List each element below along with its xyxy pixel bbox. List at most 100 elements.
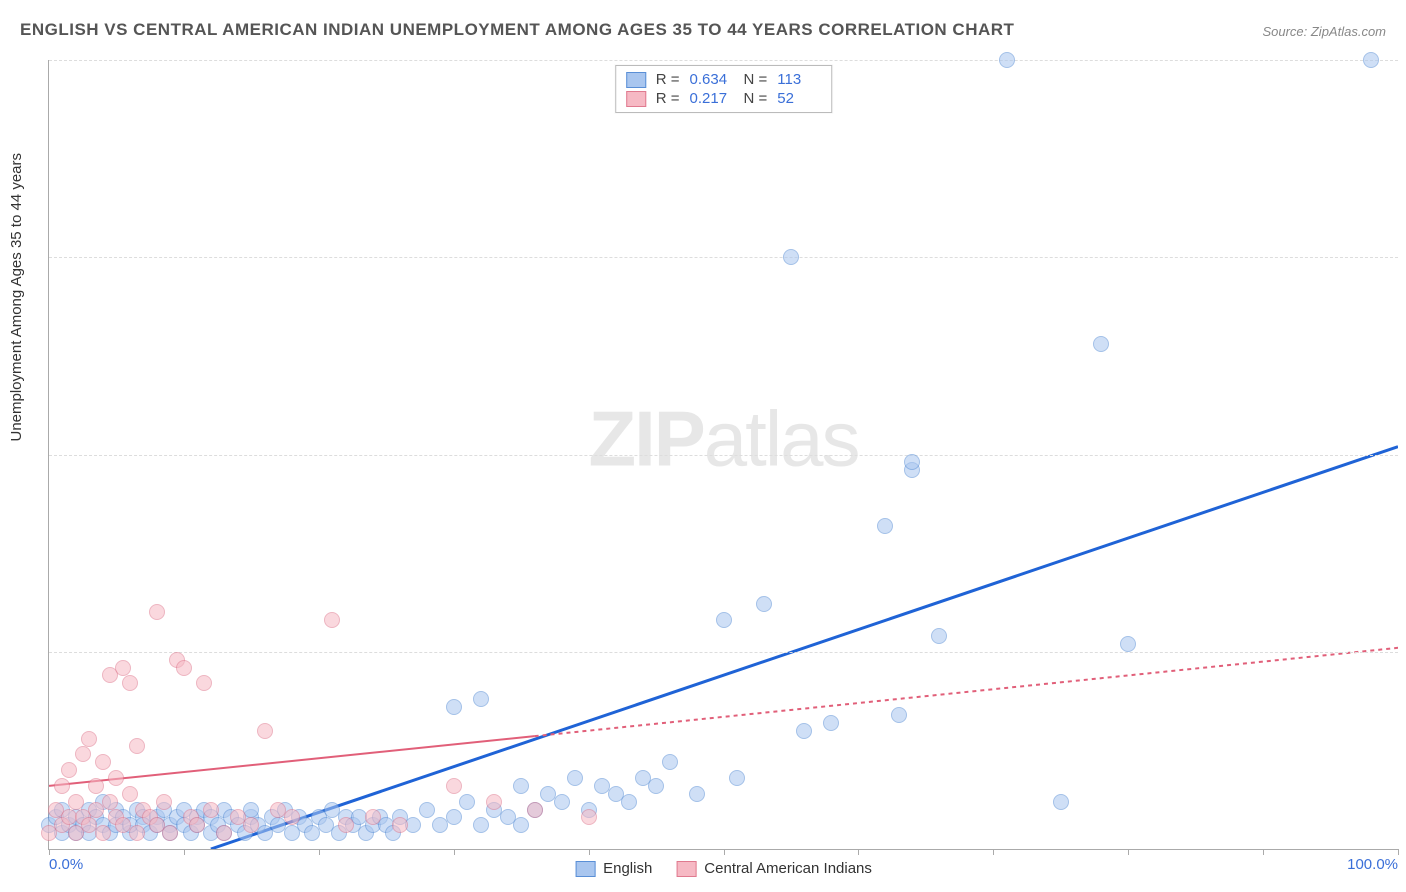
data-point	[176, 660, 192, 676]
r-value-cai: 0.217	[690, 90, 734, 107]
x-tick	[1398, 849, 1399, 855]
data-point	[129, 825, 145, 841]
r-label: R =	[656, 71, 680, 88]
data-point	[513, 817, 529, 833]
data-point	[1120, 636, 1136, 652]
data-point	[473, 691, 489, 707]
data-point	[662, 754, 678, 770]
data-point	[243, 817, 259, 833]
data-point	[486, 794, 502, 810]
data-point	[122, 786, 138, 802]
y-axis-label: Unemployment Among Ages 35 to 44 years	[8, 153, 25, 442]
grid-line	[49, 652, 1398, 653]
data-point	[102, 794, 118, 810]
data-point	[877, 518, 893, 534]
data-point	[446, 778, 462, 794]
x-tick	[1128, 849, 1129, 855]
data-point	[108, 770, 124, 786]
data-point	[554, 794, 570, 810]
data-point	[756, 596, 772, 612]
data-point	[823, 715, 839, 731]
r-value-english: 0.634	[690, 71, 734, 88]
series-legend: English Central American Indians	[575, 860, 872, 877]
data-point	[88, 778, 104, 794]
watermark-zip: ZIP	[588, 394, 703, 482]
data-point	[392, 817, 408, 833]
data-point	[68, 794, 84, 810]
data-point	[61, 762, 77, 778]
watermark-atlas: atlas	[704, 394, 859, 482]
data-point	[149, 604, 165, 620]
legend-row-cai: R = 0.217 N = 52	[626, 89, 822, 108]
x-tick	[319, 849, 320, 855]
data-point	[1093, 336, 1109, 352]
source-attribution: Source: ZipAtlas.com	[1262, 24, 1386, 39]
data-point	[446, 699, 462, 715]
data-point	[891, 707, 907, 723]
data-point	[129, 738, 145, 754]
n-value-english: 113	[777, 71, 821, 88]
swatch-cai	[676, 861, 696, 877]
x-tick	[589, 849, 590, 855]
swatch-cai	[626, 91, 646, 107]
grid-line	[49, 257, 1398, 258]
n-label: N =	[744, 90, 768, 107]
data-point	[1363, 52, 1379, 68]
plot-area: ZIPatlas R = 0.634 N = 113 R = 0.217 N =…	[48, 60, 1398, 850]
data-point	[95, 825, 111, 841]
data-point	[284, 809, 300, 825]
data-point	[156, 794, 172, 810]
data-point	[216, 825, 232, 841]
n-label: N =	[744, 71, 768, 88]
correlation-legend: R = 0.634 N = 113 R = 0.217 N = 52	[615, 65, 833, 113]
data-point	[581, 809, 597, 825]
swatch-english	[626, 72, 646, 88]
data-point	[527, 802, 543, 818]
x-tick	[724, 849, 725, 855]
data-point	[904, 454, 920, 470]
n-value-cai: 52	[777, 90, 821, 107]
data-point	[513, 778, 529, 794]
data-point	[796, 723, 812, 739]
legend-row-english: R = 0.634 N = 113	[626, 70, 822, 89]
data-point	[203, 802, 219, 818]
legend-label-english: English	[603, 860, 652, 877]
x-tick	[993, 849, 994, 855]
data-point	[81, 731, 97, 747]
data-point	[931, 628, 947, 644]
r-label: R =	[656, 90, 680, 107]
legend-item-cai: Central American Indians	[676, 860, 872, 877]
data-point	[122, 675, 138, 691]
x-tick	[49, 849, 50, 855]
legend-item-english: English	[575, 860, 652, 877]
x-tick-label: 0.0%	[49, 856, 83, 873]
data-point	[999, 52, 1015, 68]
x-tick	[1263, 849, 1264, 855]
data-point	[567, 770, 583, 786]
data-point	[446, 809, 462, 825]
data-point	[1053, 794, 1069, 810]
data-point	[189, 817, 205, 833]
swatch-english	[575, 861, 595, 877]
data-point	[716, 612, 732, 628]
watermark: ZIPatlas	[588, 393, 858, 484]
data-point	[115, 660, 131, 676]
data-point	[783, 249, 799, 265]
data-point	[621, 794, 637, 810]
data-point	[729, 770, 745, 786]
data-point	[324, 612, 340, 628]
chart-container: ENGLISH VS CENTRAL AMERICAN INDIAN UNEMP…	[0, 0, 1406, 892]
data-point	[75, 746, 91, 762]
data-point	[162, 825, 178, 841]
data-point	[338, 817, 354, 833]
data-point	[196, 675, 212, 691]
x-tick	[858, 849, 859, 855]
data-point	[54, 778, 70, 794]
data-point	[419, 802, 435, 818]
legend-label-cai: Central American Indians	[704, 860, 872, 877]
data-point	[459, 794, 475, 810]
data-point	[257, 723, 273, 739]
grid-line	[49, 60, 1398, 61]
x-tick	[184, 849, 185, 855]
data-point	[473, 817, 489, 833]
